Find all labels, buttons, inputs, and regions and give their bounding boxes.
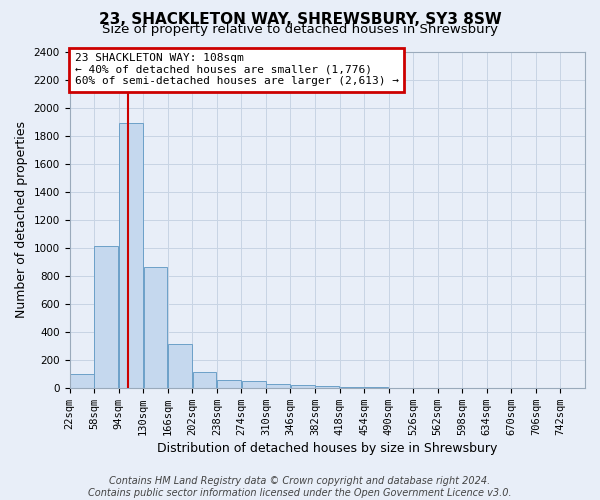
X-axis label: Distribution of detached houses by size in Shrewsbury: Distribution of detached houses by size …	[157, 442, 497, 455]
Bar	[168, 344, 192, 388]
Bar	[291, 385, 314, 388]
Bar	[143, 268, 167, 388]
Bar	[364, 387, 388, 388]
Text: Contains HM Land Registry data © Crown copyright and database right 2024.
Contai: Contains HM Land Registry data © Crown c…	[88, 476, 512, 498]
Bar	[193, 372, 217, 388]
Bar	[217, 380, 241, 388]
Bar	[242, 381, 266, 388]
Bar	[266, 384, 290, 388]
Bar	[94, 246, 118, 388]
Y-axis label: Number of detached properties: Number of detached properties	[15, 121, 28, 318]
Text: Size of property relative to detached houses in Shrewsbury: Size of property relative to detached ho…	[102, 22, 498, 36]
Bar	[119, 123, 143, 388]
Bar	[340, 387, 364, 388]
Bar	[70, 374, 94, 388]
Bar	[316, 386, 339, 388]
Text: 23, SHACKLETON WAY, SHREWSBURY, SY3 8SW: 23, SHACKLETON WAY, SHREWSBURY, SY3 8SW	[98, 12, 502, 28]
Text: 23 SHACKLETON WAY: 108sqm
← 40% of detached houses are smaller (1,776)
60% of se: 23 SHACKLETON WAY: 108sqm ← 40% of detac…	[74, 53, 398, 86]
